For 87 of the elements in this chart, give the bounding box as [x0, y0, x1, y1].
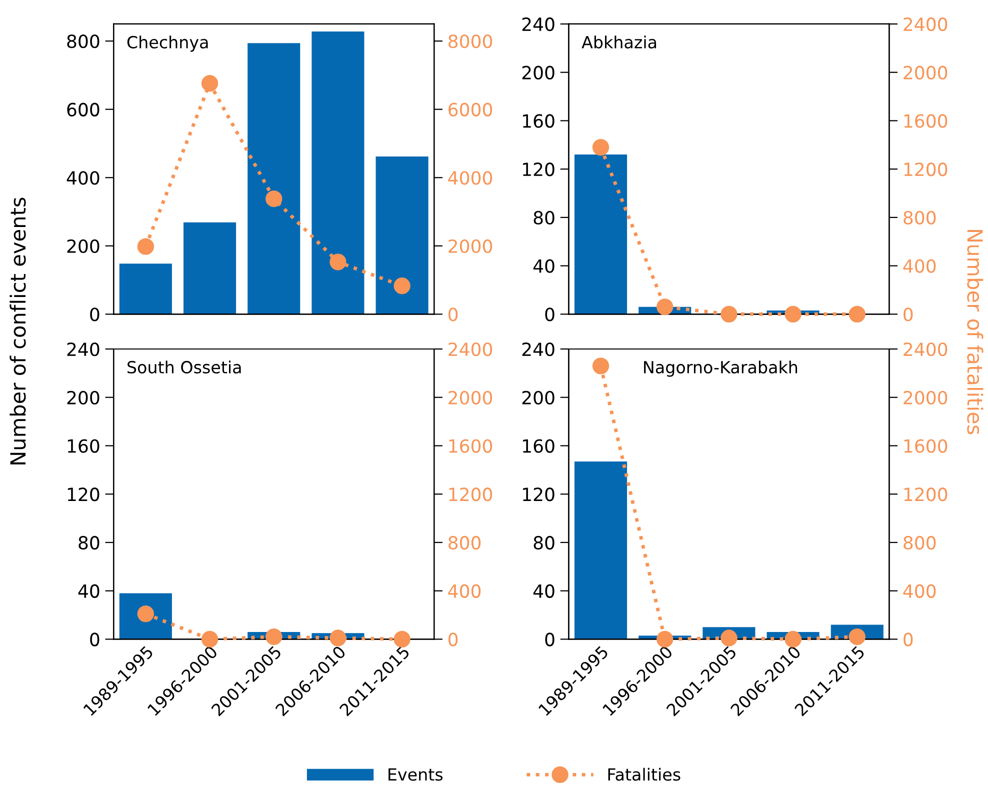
point — [656, 630, 674, 648]
y-tick-label: 80 — [534, 536, 554, 550]
y-tick-label: 160 — [523, 114, 554, 128]
y-tick-label: 40 — [533, 259, 554, 273]
y2-tick-label: 2000 — [448, 239, 492, 254]
point — [784, 630, 802, 648]
point — [394, 278, 410, 294]
point — [592, 358, 610, 374]
y2-tick-label: 400 — [903, 584, 936, 598]
y2-tick-label: 2000 — [904, 390, 948, 404]
point — [720, 306, 738, 323]
text: Abkhazia — [582, 36, 656, 48]
y-axis-title: Number of conflict events — [10, 198, 26, 464]
bar — [574, 461, 628, 640]
point — [201, 630, 218, 648]
point — [848, 306, 866, 323]
y2-tick-label: 6000 — [448, 102, 492, 116]
point — [330, 630, 346, 646]
y-tick-label: 80 — [534, 210, 554, 225]
y-tick-label: 600 — [67, 102, 100, 116]
y-tick-label: 800 — [67, 34, 100, 48]
y-tick-label: 200 — [522, 390, 554, 404]
bar — [248, 43, 300, 314]
y-tick-label: 120 — [68, 488, 100, 502]
y2-tick-label: 8000 — [448, 34, 492, 48]
point — [266, 190, 282, 208]
y2-tick-label: 0 — [904, 308, 913, 322]
y2-tick-label: 0 — [448, 632, 458, 646]
point — [266, 628, 282, 646]
y-tick-label: 0 — [90, 632, 100, 646]
y-tick-label: 120 — [523, 488, 554, 502]
y-tick-label: 240 — [522, 17, 554, 32]
bar — [574, 154, 628, 314]
y-tick-label: 0 — [545, 308, 554, 322]
point — [656, 298, 674, 316]
y-tick-label: 80 — [78, 536, 100, 550]
point — [592, 138, 610, 156]
y-tick-label: 200 — [522, 66, 554, 80]
y2-tick-label: 800 — [904, 210, 936, 225]
y2-tick-label: 1600 — [449, 439, 492, 453]
y2-tick-label: 2400 — [904, 17, 948, 32]
point — [394, 630, 410, 648]
y-tick-label: 160 — [523, 439, 554, 453]
text: South Ossetia — [128, 360, 241, 374]
y2-tick-label: 2400 — [448, 342, 492, 356]
y-tick-label: 240 — [67, 342, 100, 356]
y2-tick-label: 1200 — [904, 488, 948, 502]
y-tick-label: 40 — [533, 584, 554, 598]
y2-tick-label: 1600 — [904, 114, 948, 128]
y2-tick-label: 800 — [448, 536, 481, 550]
y2-tick-label: 400 — [903, 259, 936, 273]
legend-label: Events — [388, 768, 443, 781]
bar — [119, 593, 172, 640]
y2-tick-label: 0 — [904, 632, 913, 646]
y2-tick-label: 4000 — [448, 171, 492, 185]
legend-label: Fatalities — [608, 768, 680, 781]
text: Chechnya — [127, 36, 208, 52]
y2-tick-label: 0 — [448, 308, 458, 322]
point — [137, 238, 154, 255]
point — [848, 628, 866, 646]
y2-tick-label: 1200 — [904, 162, 948, 176]
point — [784, 306, 802, 323]
bar — [183, 222, 236, 314]
y-tick-label: 200 — [67, 390, 100, 404]
y-tick-label: 400 — [66, 171, 100, 185]
y-tick-label: 240 — [522, 342, 554, 356]
y2-tick-label: 2400 — [904, 342, 948, 356]
y-tick-label: 160 — [68, 439, 100, 453]
y-tick-label: 40 — [78, 584, 100, 598]
y2-tick-label: 1600 — [904, 439, 948, 453]
point — [201, 75, 218, 92]
y2-tick-label: 1200 — [449, 488, 492, 502]
point — [720, 630, 738, 646]
bar — [119, 264, 172, 314]
y2-tick-label: 2000 — [904, 66, 948, 80]
y-tick-label: 120 — [523, 162, 554, 176]
y-tick-label: 200 — [67, 239, 100, 254]
y-tick-label: 0 — [90, 308, 100, 322]
bar — [312, 31, 364, 314]
y2-tick-label: 2000 — [448, 390, 492, 404]
y-tick-label: 0 — [545, 632, 554, 646]
y2-axis-title: Number of fatalities — [967, 230, 984, 434]
bar — [376, 156, 428, 314]
y2-tick-label: 800 — [904, 536, 936, 550]
y2-tick-label: 400 — [448, 584, 481, 598]
text: Nagorno-Karabakh — [644, 360, 798, 377]
point — [330, 254, 346, 270]
